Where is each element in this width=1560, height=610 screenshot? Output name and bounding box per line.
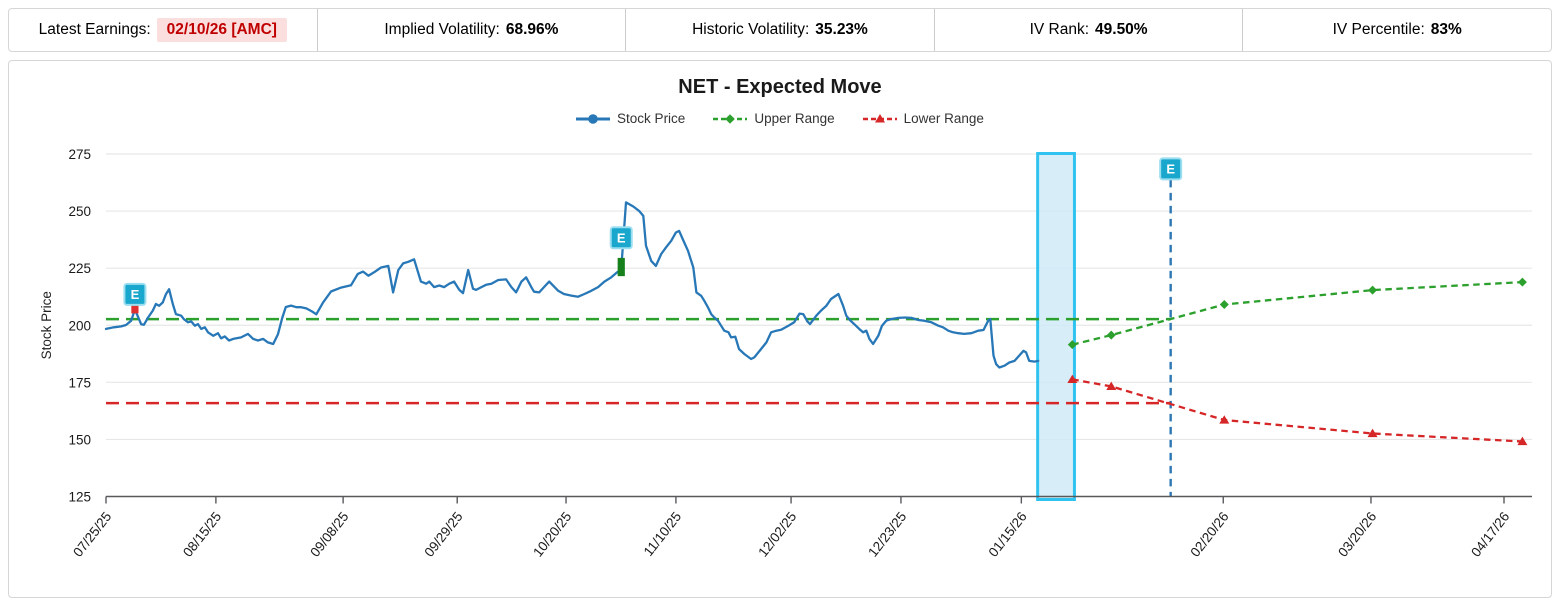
upper-range-marker: [1219, 299, 1229, 309]
lower-range-marker: [1106, 381, 1117, 391]
upper-range-legend-marker: [713, 113, 748, 124]
upper-range-forecast-line: [1072, 280, 1523, 346]
upper-range-marker: [1067, 340, 1077, 350]
x-tick-label-10/20/25: 10/20/25: [530, 509, 574, 560]
x-tick-label-09/08/25: 09/08/25: [307, 509, 351, 560]
chart-legend: Stock Price Upper Range Lower Range: [9, 111, 1551, 126]
stock-price-line: [104, 201, 1040, 369]
earnings-badge-letter: E: [131, 287, 140, 302]
earnings-move-bar: [131, 305, 139, 314]
upper-range-marker: [1517, 277, 1527, 287]
stat-value: 68.96%: [505, 21, 559, 38]
y-axis-label: Stock Price: [39, 291, 54, 359]
lower-range-legend-marker: [862, 113, 897, 122]
stat-iv-percentile: IV Percentile: 83%: [1243, 9, 1551, 51]
expected-move-plot: E E E 07/25/25 08/15/25 09/08/25 09/29/25 10/20…: [39, 147, 1532, 560]
stat-label: Historic Volatility:: [692, 21, 810, 38]
y-tick-label-125: 125: [68, 490, 91, 505]
stat-value: 49.50%: [1095, 21, 1148, 38]
x-tick-label-03/20/26: 03/20/26: [1335, 509, 1379, 560]
stat-value: 35.23%: [815, 21, 868, 38]
lower-range-forecast-line: [1072, 378, 1523, 443]
earnings-badge-upcoming-earnings[interactable]: [1159, 157, 1183, 181]
current-week-band: [1036, 152, 1076, 501]
x-tick-label-02/20/26: 02/20/26: [1187, 509, 1231, 560]
legend-item-upper-range[interactable]: Upper Range: [713, 111, 835, 126]
y-tick-label-250: 250: [68, 204, 91, 219]
stat-label: Latest Earnings:: [38, 21, 151, 38]
y-tick-label-200: 200: [68, 318, 91, 333]
stats-bar: Latest Earnings: 02/10/26 [AMC] Implied …: [8, 8, 1552, 52]
legend-item-stock-price[interactable]: Stock Price: [576, 111, 685, 126]
chart-title: NET - Expected Move: [678, 76, 882, 98]
stock-price-legend-marker: [576, 113, 611, 124]
x-tick-label-08/15/25: 08/15/25: [180, 509, 224, 560]
lower-range-marker: [1067, 374, 1078, 383]
y-tick-label-175: 175: [68, 375, 91, 390]
expected-move-chart-card: NET - Expected Move Stock Price Upper Ra…: [8, 60, 1552, 598]
x-tick-label-07/25/25: 07/25/25: [70, 509, 114, 560]
earnings-date-chip: 02/10/26 [AMC]: [156, 18, 287, 42]
stat-historic-volatility: Historic Volatility: 35.23%: [626, 9, 935, 51]
legend-label: Upper Range: [754, 111, 835, 126]
lower-range-marker: [1367, 428, 1378, 438]
stat-iv-rank: IV Rank: 49.50%: [935, 9, 1244, 51]
stat-latest-earnings: Latest Earnings: 02/10/26 [AMC]: [9, 9, 318, 51]
earnings-badge-past-earnings-1[interactable]: [123, 282, 147, 306]
stat-value: 83%: [1430, 21, 1462, 38]
legend-label: Stock Price: [617, 111, 686, 126]
stat-implied-volatility: Implied Volatility: 68.96%: [318, 9, 627, 51]
stat-label: IV Percentile:: [1332, 21, 1425, 38]
legend-label: Lower Range: [903, 111, 984, 126]
stat-label: IV Rank:: [1029, 21, 1090, 38]
earnings-badge-letter: E: [1166, 162, 1175, 177]
x-tick-label-09/29/25: 09/29/25: [421, 509, 465, 560]
x-tick-label-12/23/25: 12/23/25: [865, 509, 909, 560]
y-tick-label-225: 225: [68, 261, 91, 276]
x-tick-label-01/15/26: 01/15/26: [986, 509, 1030, 560]
earnings-badge-past-earnings-2[interactable]: [609, 226, 633, 250]
earnings-badge-letter: E: [617, 231, 626, 246]
lower-range-marker: [1219, 415, 1230, 424]
y-tick-label-275: 275: [68, 147, 91, 162]
legend-item-lower-range[interactable]: Lower Range: [862, 111, 984, 126]
x-tick-label-12/02/25: 12/02/25: [755, 509, 799, 560]
stat-label: Implied Volatility:: [384, 21, 500, 38]
lower-range-marker: [1517, 436, 1528, 446]
x-tick-label-04/17/26: 04/17/26: [1468, 509, 1512, 560]
upper-range-marker: [1106, 330, 1116, 340]
x-tick-label-11/10/25: 11/10/25: [641, 509, 685, 559]
upper-range-marker: [1368, 285, 1378, 295]
earnings-move-bar: [617, 257, 625, 277]
y-tick-label-150: 150: [68, 432, 91, 447]
